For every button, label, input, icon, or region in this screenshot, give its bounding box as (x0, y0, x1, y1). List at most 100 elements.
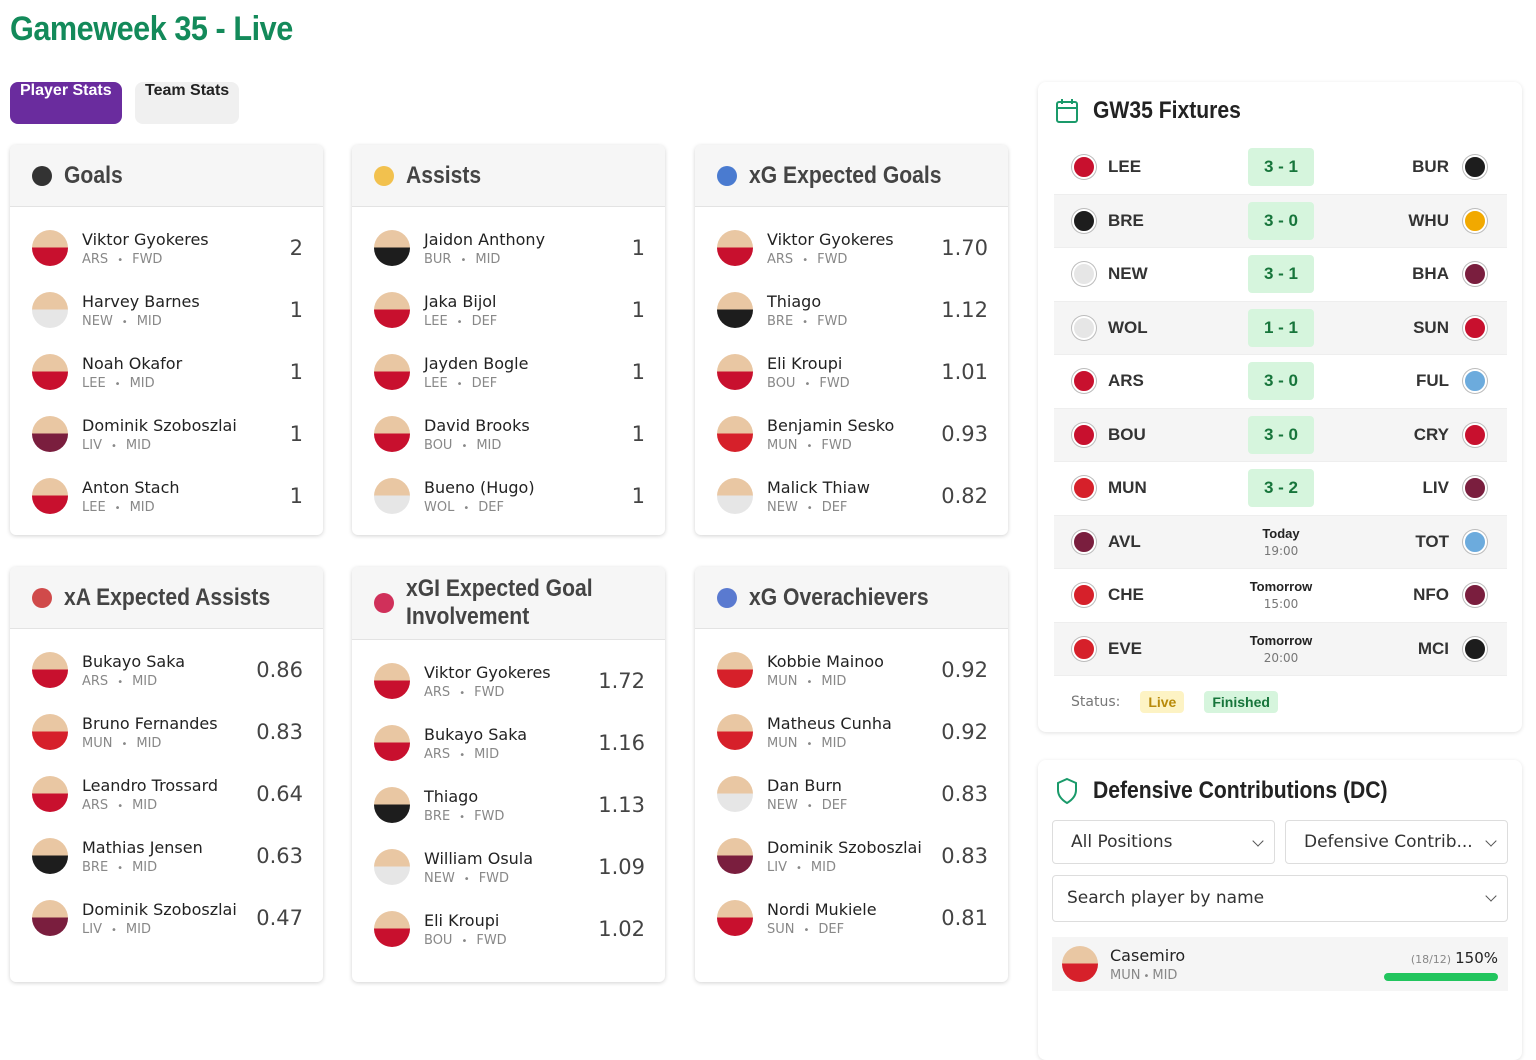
player-row[interactable]: Jayden Bogle LEE DEF 1 (352, 341, 665, 403)
fixture-row[interactable]: BOU 3 - 0 CRY (1054, 408, 1507, 462)
separator (795, 376, 819, 391)
player-row[interactable]: Kobbie Mainoo MUN MID 0.92 (695, 639, 1008, 701)
team-badge (1072, 529, 1096, 554)
player-row[interactable]: Bukayo Saka ARS MID 1.16 (352, 712, 665, 774)
player-position: MID (132, 673, 158, 689)
fixture-center: 3 - 0 (1248, 362, 1314, 401)
player-meta: NEW DEF (767, 798, 941, 813)
player-row[interactable]: Dominik Szoboszlai LIV MID 1 (10, 403, 323, 465)
player-name: Noah Okafor (82, 353, 183, 373)
player-row[interactable]: Leandro Trossard ARS MID 0.64 (10, 763, 323, 825)
player-row[interactable]: Matheus Cunha MUN MID 0.92 (695, 701, 1008, 763)
player-avatar (374, 478, 410, 514)
player-position: FWD (478, 870, 510, 886)
player-row[interactable]: Bruno Fernandes MUN MID 0.83 (10, 701, 323, 763)
fixture-center: 3 - 2 (1248, 469, 1314, 508)
away-team: CRY (1314, 422, 1487, 447)
player-name: Harvey Barnes (82, 291, 200, 311)
fixture-row[interactable]: CHE Tomorrow 15:00 NFO (1054, 569, 1507, 623)
stat-filter[interactable]: Defensive Contrib... (1285, 820, 1508, 864)
separator (102, 438, 126, 453)
player-info: Kobbie Mainoo MUN MID (767, 652, 941, 689)
player-avatar (717, 714, 753, 750)
separator (450, 685, 474, 700)
player-row[interactable]: Eli Kroupi BOU FWD 1.01 (695, 341, 1008, 403)
player-meta: LIV MID (82, 438, 290, 453)
player-avatar (32, 416, 68, 452)
player-name: Leandro Trossard (82, 775, 219, 795)
fixture-row[interactable]: ARS 3 - 0 FUL (1054, 355, 1507, 409)
fixture-row[interactable]: MUN 3 - 2 LIV (1054, 462, 1507, 516)
player-row[interactable]: Dominik Szoboszlai LIV MID 0.83 (695, 825, 1008, 887)
player-list: Viktor Gyokeres ARS FWD 1.70 Thiago BRE FWD 1.1… (695, 207, 1008, 527)
away-abbr: MCI (1417, 638, 1449, 658)
player-info: Viktor Gyokeres ARS FWD (767, 230, 941, 267)
player-row[interactable]: Benjamin Sesko MUN FWD 0.93 (695, 403, 1008, 465)
player-row[interactable]: Bueno (Hugo) WOL DEF 1 (352, 465, 665, 527)
player-row[interactable]: Jaka Bijol LEE DEF 1 (352, 279, 665, 341)
player-row[interactable]: Noah Okafor LEE MID 1 (10, 341, 323, 403)
player-position: FWD (817, 313, 848, 329)
fixture-center: 3 - 1 (1248, 255, 1314, 294)
card-title: Assists (406, 161, 482, 189)
player-info: Mathias Jensen BRE MID (82, 838, 256, 875)
player-name: Dominik Szoboszlai (767, 837, 922, 857)
player-row[interactable]: Dominik Szoboszlai LIV MID 0.47 (10, 887, 323, 949)
player-value: 0.93 (941, 422, 988, 446)
away-abbr: LIV (1422, 478, 1449, 498)
player-value: 1 (289, 422, 303, 446)
player-position: DEF (821, 499, 848, 515)
player-avatar (717, 776, 753, 812)
player-row[interactable]: Viktor Gyokeres ARS FWD 1.70 (695, 217, 1008, 279)
player-position: FWD (474, 808, 505, 824)
dc-player-row[interactable]: Casemiro MUN MID (18/12)150% (1052, 937, 1508, 991)
team-badge (1072, 476, 1096, 501)
fixture-row[interactable]: LEE 3 - 1 BUR (1054, 141, 1507, 195)
home-team: LEE (1072, 155, 1248, 180)
home-team: EVE (1072, 636, 1248, 661)
player-position: MID (125, 437, 151, 453)
tab[interactable]: Team Stats (135, 82, 240, 124)
home-team: WOL (1072, 315, 1248, 340)
player-value: 0.63 (256, 844, 303, 868)
score: 3 - 2 (1263, 478, 1299, 498)
player-row[interactable]: Malick Thiaw NEW DEF 0.82 (695, 465, 1008, 527)
tab[interactable]: Player Stats (10, 82, 122, 124)
player-row[interactable]: Thiago BRE FWD 1.12 (695, 279, 1008, 341)
player-row[interactable]: David Brooks BOU MID 1 (352, 403, 665, 465)
player-row[interactable]: Mathias Jensen BRE MID 0.63 (10, 825, 323, 887)
player-row[interactable]: Thiago BRE FWD 1.13 (352, 774, 665, 836)
fixture-row[interactable]: EVE Tomorrow 20:00 MCI (1054, 622, 1507, 676)
fixture-row[interactable]: NEW 3 - 1 BHA (1054, 248, 1507, 302)
player-row[interactable]: Harvey Barnes NEW MID 1 (10, 279, 323, 341)
separator (798, 798, 822, 813)
player-avatar (374, 230, 410, 266)
fixture-center: 1 - 1 (1248, 308, 1314, 347)
player-row[interactable]: Dan Burn NEW DEF 0.83 (695, 763, 1008, 825)
player-row[interactable]: Eli Kroupi BOU FWD 1.02 (352, 898, 665, 960)
player-team: BOU (424, 437, 453, 453)
away-team: WHU (1314, 208, 1487, 233)
separator (448, 314, 472, 329)
team-badge (1463, 476, 1487, 501)
search-input[interactable]: Search player by name (1052, 875, 1508, 922)
player-name: Mathias Jensen (82, 837, 203, 857)
kickoff-time: 20:00 (1263, 650, 1299, 665)
position-filter[interactable]: All Positions (1052, 820, 1275, 864)
fixture-row[interactable]: BRE 3 - 0 WHU (1054, 194, 1507, 248)
player-row[interactable]: Bukayo Saka ARS MID 0.86 (10, 639, 323, 701)
player-row[interactable]: Jaidon Anthony BUR MID 1 (352, 217, 665, 279)
fixture-row[interactable]: AVL Today 19:00 TOT (1054, 515, 1507, 569)
fixture-row[interactable]: WOL 1 - 1 SUN (1054, 301, 1507, 355)
score: 3 - 0 (1263, 424, 1299, 444)
player-value: 1.09 (598, 855, 645, 879)
player-meta: BOU MID (424, 438, 632, 453)
player-row[interactable]: Viktor Gyokeres ARS FWD 2 (10, 217, 323, 279)
player-row[interactable]: Anton Stach LEE MID 1 (10, 465, 323, 527)
separator (1134, 968, 1158, 983)
player-row[interactable]: Viktor Gyokeres ARS FWD 1.72 (352, 650, 665, 712)
player-info: Casemiro MUN MID (1110, 946, 1378, 983)
player-name: Jaidon Anthony (424, 229, 546, 249)
player-row[interactable]: William Osula NEW FWD 1.09 (352, 836, 665, 898)
player-row[interactable]: Nordi Mukiele SUN DEF 0.81 (695, 887, 1008, 949)
